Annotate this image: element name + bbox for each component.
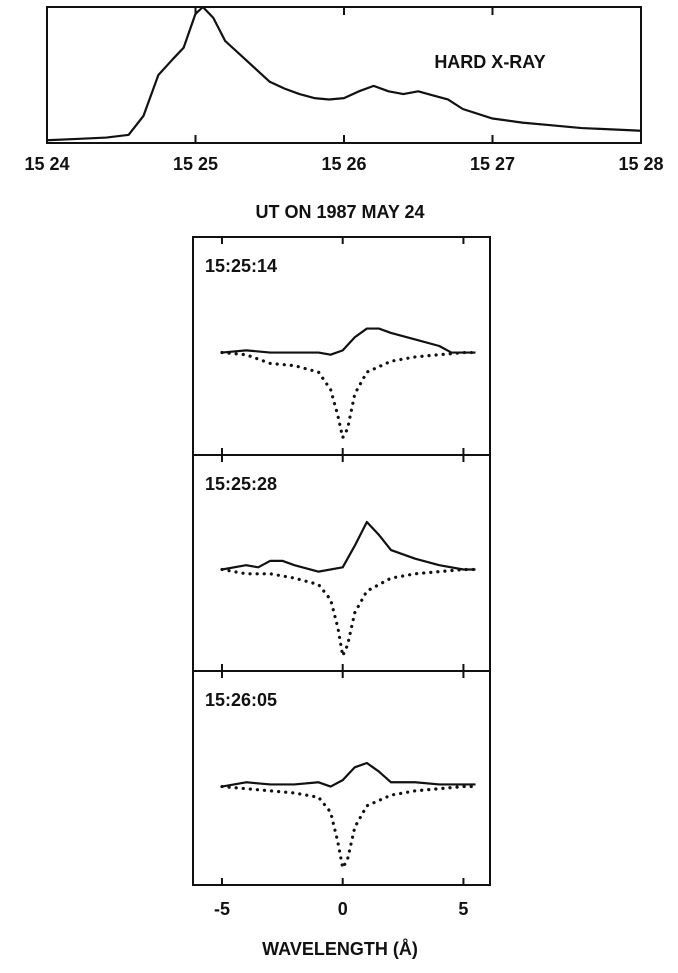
panel-title: 15:26:05 <box>205 690 277 710</box>
panel-title: 15:25:28 <box>205 474 277 494</box>
frame <box>46 6 642 144</box>
solid-line <box>46 5 642 142</box>
dotted-line <box>220 784 478 870</box>
dotted-line <box>220 567 478 658</box>
solid-line <box>221 761 476 788</box>
x-tick-label: 0 <box>338 899 348 919</box>
x-tick-label: -5 <box>214 899 230 919</box>
dotted-line <box>220 350 478 440</box>
frame <box>192 670 491 886</box>
x-tick-label: 15 27 <box>470 154 515 174</box>
x-tick-label: 15 24 <box>24 154 69 174</box>
solid-line <box>221 327 476 356</box>
x-tick-label: 5 <box>458 899 468 919</box>
annotation: HARD X-RAY <box>434 52 545 72</box>
x-tick-label: 15 28 <box>618 154 663 174</box>
x-tick-label: 15 26 <box>321 154 366 174</box>
x-axis-label: UT ON 1987 MAY 24 <box>255 202 424 222</box>
x-axis-label: WAVELENGTH (Å) <box>262 939 418 959</box>
panel-title: 15:25:14 <box>205 256 277 276</box>
solid-line <box>221 520 476 573</box>
x-tick-label: 15 25 <box>173 154 218 174</box>
